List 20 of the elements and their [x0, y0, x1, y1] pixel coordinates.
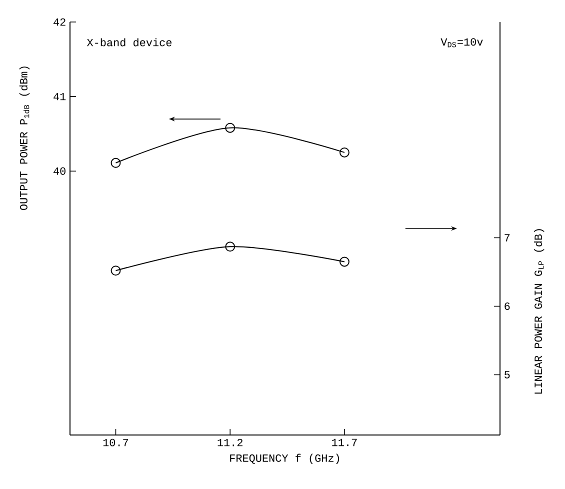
- y-tick-label: 40: [54, 167, 66, 175]
- annotation: X-band device: [86, 38, 172, 46]
- point: [339, 147, 350, 158]
- y-tick-label: 41: [54, 92, 66, 100]
- x-tick-label: 10.7: [103, 438, 128, 446]
- y-tick-label: 42: [54, 18, 66, 26]
- point: [110, 158, 121, 168]
- y-axis-title: OUTPUT POWER P$_{1dB}$ (dBm): [19, 66, 30, 210]
- text: LINEAR POWER GAIN G$_{LP}$ (dB): [534, 229, 544, 394]
- y2-tick-label: 5: [504, 371, 510, 378]
- point: [110, 266, 121, 276]
- y2-tick-label: 7: [504, 234, 510, 242]
- annotation: V$_{DS}$=10v: [440, 38, 483, 48]
- point: [225, 242, 236, 252]
- y2-tick-label: 6: [504, 302, 510, 310]
- x-tick-label: 11.2: [218, 438, 242, 446]
- point: [225, 122, 236, 133]
- x-axis-title: FREQUENCY f (GHz): [230, 454, 340, 464]
- point: [339, 256, 350, 267]
- x-tick-label: 11.7: [332, 438, 357, 446]
